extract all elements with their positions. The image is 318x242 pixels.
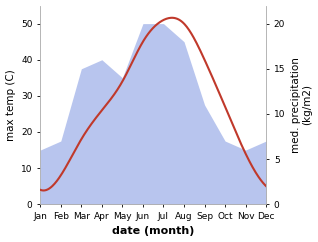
X-axis label: date (month): date (month) [112,227,194,236]
Y-axis label: med. precipitation
(kg/m2): med. precipitation (kg/m2) [291,57,313,153]
Y-axis label: max temp (C): max temp (C) [5,69,16,141]
